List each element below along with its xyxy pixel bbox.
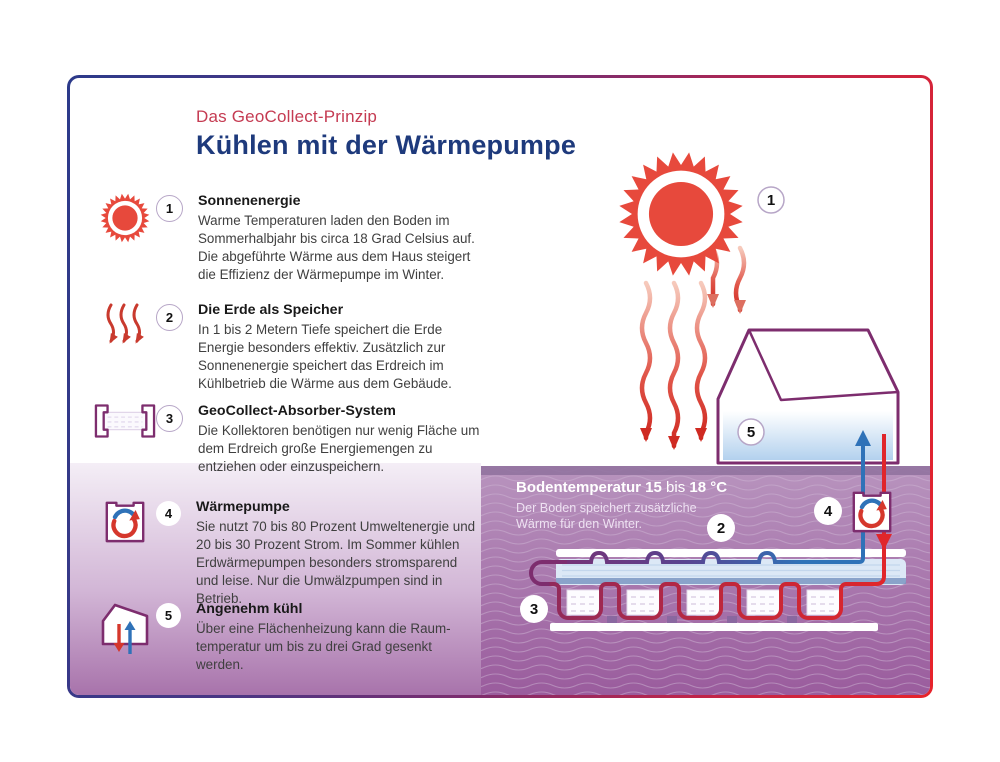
- step-title: Sonnenenergie: [198, 193, 301, 209]
- infographic-card: 1 2 3 4 5 Bodentemperatur 15 bis 18 °C D…: [67, 75, 933, 698]
- step-body: Sie nutzt 70 bis 80 Prozent Umweltenergi…: [196, 519, 476, 606]
- step-angenehm-kuehl: 5 Angenehm kühl Über eine Flächenheizung…: [94, 598, 530, 674]
- ground-temperature-label: Bodentemperatur 15 bis 18 °C Der Boden s…: [516, 479, 734, 533]
- absorber-icon: [94, 404, 156, 438]
- step-badge: 2: [156, 304, 183, 331]
- step-body: In 1 bis 2 Metern Tiefe speichert die Er…: [198, 322, 452, 391]
- step-absorber-system: 3 GeoCollect-Absorber-System Die Kollekt…: [94, 400, 530, 476]
- icon-cell: [94, 299, 156, 349]
- step-title: GeoCollect-Absorber-System: [198, 403, 396, 419]
- steps-list: 1 Sonnenenergie Warme Temperaturen laden…: [70, 78, 930, 695]
- step-badge: 3: [156, 405, 183, 432]
- step-sonnenenergie: 1 Sonnenenergie Warme Temperaturen laden…: [94, 190, 530, 284]
- heatpump-icon: [102, 498, 148, 544]
- sun-icon: [100, 193, 150, 243]
- ground-temperature-sub: Der Boden speichert zusätzliche Wärme fü…: [516, 501, 697, 532]
- step-badge: 5: [156, 603, 181, 628]
- step-erde-als-speicher: 2 Die Erde als Speicher In 1 bis 2 Meter…: [94, 299, 530, 393]
- step-title: Wärmepumpe: [196, 499, 290, 515]
- icon-cell: [94, 400, 156, 440]
- icon-cell: [94, 496, 156, 544]
- step-body: Die Kollektoren benötigen nur wenig Fläc…: [198, 423, 480, 474]
- step-title: Die Erde als Speicher: [198, 302, 344, 318]
- step-body: Über eine Flächenheizung kann die Raum-t…: [196, 621, 451, 672]
- heat-arrows-icon: [106, 303, 144, 344]
- kicker: Das GeoCollect-Prinzip: [196, 107, 378, 126]
- step-title: Angenehm kühl: [196, 601, 303, 617]
- house-icon: [101, 603, 149, 654]
- step-body: Warme Temperaturen laden den Boden im So…: [198, 213, 475, 282]
- icon-cell: [94, 190, 156, 244]
- page-title: Kühlen mit der Wärmepumpe: [196, 130, 577, 160]
- card-inner: 1 2 3 4 5 Bodentemperatur 15 bis 18 °C D…: [70, 78, 930, 695]
- icon-cell: [94, 598, 156, 656]
- step-badge: 4: [156, 501, 181, 526]
- step-badge: 1: [156, 195, 183, 222]
- ground-temperature-heading: Bodentemperatur 15 bis 18 °C: [516, 479, 728, 496]
- step-waermepumpe: 4 Wärmepumpe Sie nutzt 70 bis 80 Prozent…: [94, 496, 530, 608]
